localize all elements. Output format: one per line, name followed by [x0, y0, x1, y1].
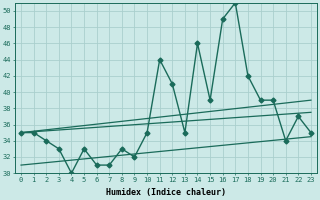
- X-axis label: Humidex (Indice chaleur): Humidex (Indice chaleur): [106, 188, 226, 197]
